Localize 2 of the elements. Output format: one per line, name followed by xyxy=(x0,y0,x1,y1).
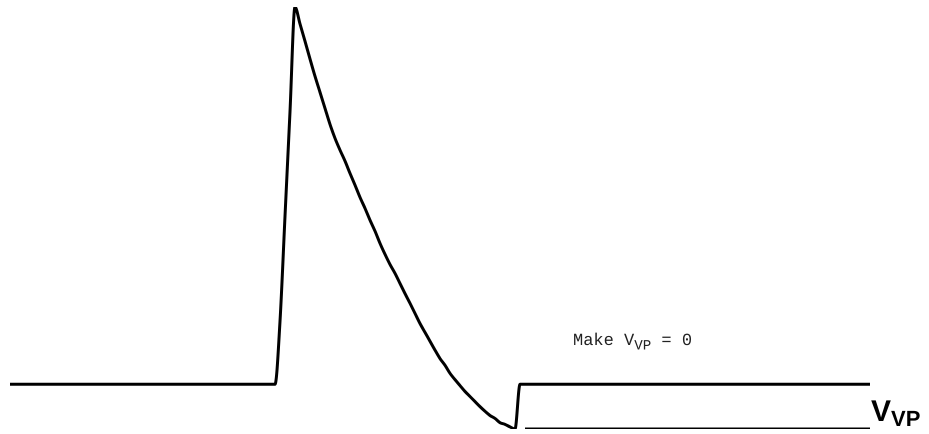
annotation: Make V$_{VP}$ = 0 xyxy=(573,332,692,354)
series-label: V$_{VP}$ xyxy=(871,395,920,431)
